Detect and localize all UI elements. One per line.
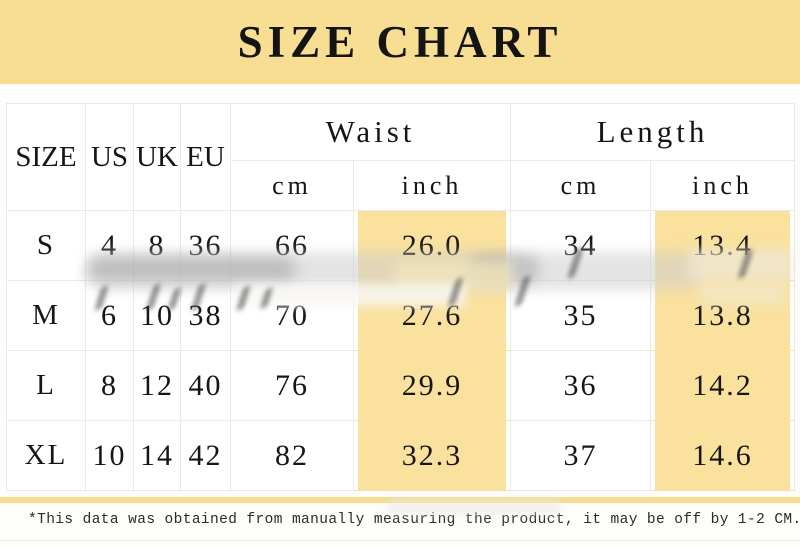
cell-eu: 38 [180, 280, 231, 351]
cell-size: XL [6, 420, 86, 491]
cell-size: S [6, 210, 86, 281]
table-row-xl: XL 10 14 42 82 32.3 37 14.6 [6, 420, 796, 491]
cell-waist-inch: 27.6 [352, 280, 512, 351]
cell-uk: 12 [133, 350, 181, 421]
cell-length-cm: 35 [510, 280, 652, 351]
cell-uk: 14 [133, 420, 181, 491]
page-title: SIZE CHART [237, 17, 563, 67]
title-banner: SIZE CHART [0, 0, 800, 84]
cell-length-inch: 14.6 [650, 420, 796, 491]
cell-length-cm: 34 [510, 210, 652, 281]
divider-strip [0, 497, 800, 503]
cell-us: 10 [85, 420, 134, 491]
table-row-s: S 4 8 36 66 26.0 34 13.4 [6, 210, 796, 281]
table-row-l: L 8 12 40 76 29.9 36 14.2 [6, 350, 796, 421]
cell-waist-inch: 26.0 [352, 210, 512, 281]
table-row-m: M 6 10 38 70 27.6 35 13.8 [6, 280, 796, 351]
col-header-length-cm: cm [510, 160, 652, 211]
cell-length-cm: 36 [510, 350, 652, 421]
cell-waist-cm: 76 [230, 350, 354, 421]
cell-waist-cm: 66 [230, 210, 354, 281]
col-group-waist: Waist [229, 103, 512, 161]
cell-eu: 42 [180, 420, 231, 491]
cell-us: 6 [85, 280, 134, 351]
cell-length-inch: 14.2 [650, 350, 796, 421]
col-header-length-inch: inch [650, 160, 796, 211]
header-row-groups: SIZE US UK EU Waist Length [6, 103, 796, 211]
cell-uk: 8 [133, 210, 181, 281]
cell-waist-cm: 82 [230, 420, 354, 491]
size-chart-table: SIZE US UK EU Waist Length cm inch cm in… [6, 103, 796, 491]
col-header-us: US [85, 103, 134, 211]
cell-waist-inch: 32.3 [352, 420, 512, 491]
cell-eu: 36 [180, 210, 231, 281]
cell-us: 8 [85, 350, 134, 421]
col-header-size: SIZE [6, 103, 86, 211]
col-header-waist-inch: inch [352, 160, 512, 211]
cell-length-cm: 37 [510, 420, 652, 491]
cell-length-inch: 13.8 [650, 280, 796, 351]
cell-waist-inch: 29.9 [352, 350, 512, 421]
col-header-eu: EU [180, 103, 231, 211]
col-header-uk: UK [133, 103, 181, 211]
bottom-divider [0, 540, 800, 541]
cell-size: M [6, 280, 86, 351]
footnote: *This data was obtained from manually me… [28, 512, 800, 528]
col-group-length: Length [510, 103, 796, 161]
cell-length-inch: 13.4 [650, 210, 796, 281]
col-header-waist-cm: cm [230, 160, 354, 211]
cell-size: L [6, 350, 86, 421]
cell-eu: 40 [180, 350, 231, 421]
cell-us: 4 [85, 210, 134, 281]
